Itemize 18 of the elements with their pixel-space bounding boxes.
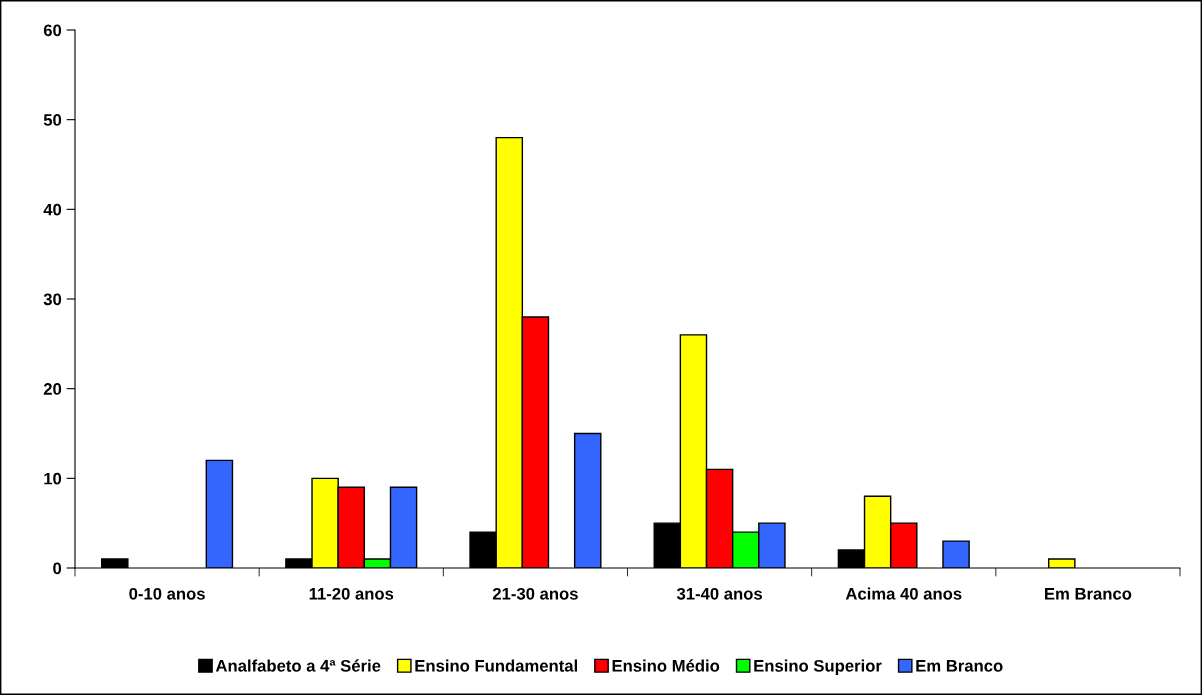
y-tick-label: 20 — [43, 383, 62, 395]
legend-label: Ensino Médio — [612, 659, 720, 672]
legend-label: Ensino Fundamental — [415, 659, 577, 672]
x-tick-label: Acima 40 anos — [845, 587, 962, 600]
x-tick-label: 21-30 anos — [492, 587, 578, 600]
legend-label: Analfabeto a 4ª Série — [215, 659, 381, 672]
x-tick-label: 11-20 anos — [309, 587, 394, 600]
y-tick-label: 0 — [53, 562, 62, 575]
y-tick-label: 50 — [43, 114, 62, 126]
x-tick-label: 31-40 anos — [676, 587, 762, 600]
x-tick-label: Em Branco — [1045, 588, 1132, 600]
y-tick-label: 10 — [44, 472, 62, 485]
x-tick-label: 0-10 anos — [129, 587, 205, 600]
y-tick-label: 40 — [43, 203, 62, 216]
legend-label: Ensino Superior — [754, 659, 882, 675]
y-tick-label: 30 — [43, 293, 62, 306]
legend-label: Em Branco — [916, 660, 1003, 672]
y-tick-label: 60 — [43, 24, 62, 37]
